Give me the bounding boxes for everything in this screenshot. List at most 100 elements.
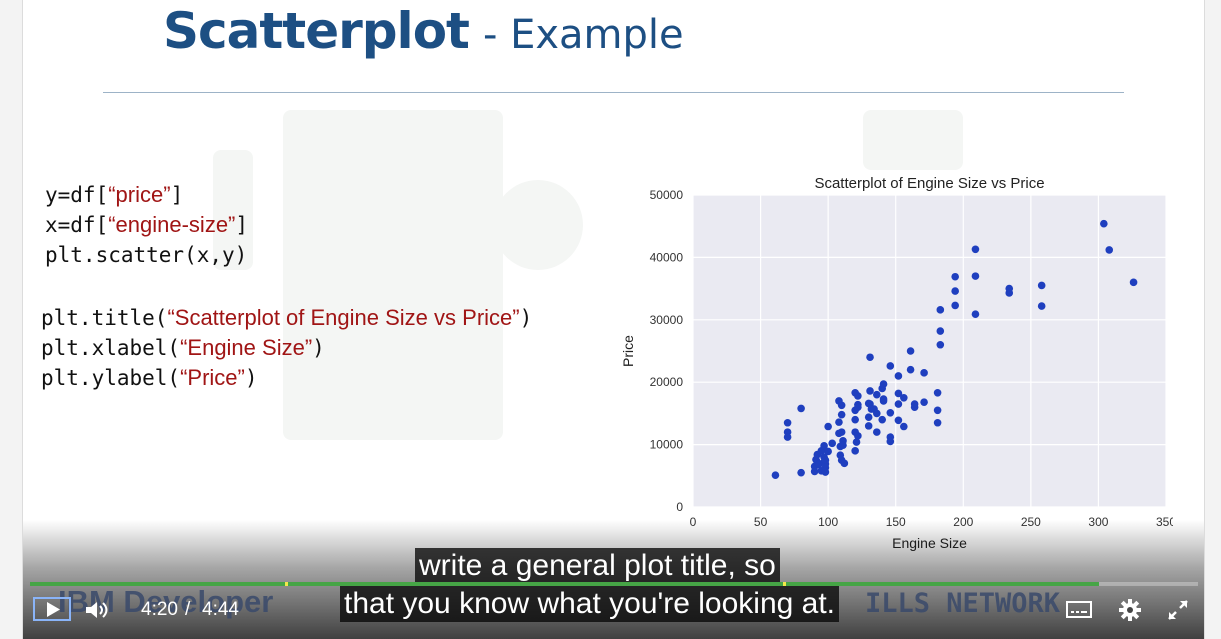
data-point	[864, 422, 873, 430]
y-axis-label: Price	[620, 335, 636, 367]
data-point	[900, 394, 908, 402]
code-line: plt.xlabel(“Engine Size”)	[41, 335, 325, 360]
data-point	[866, 353, 874, 362]
title-divider	[103, 92, 1124, 93]
slide-title: Scatterplot - Example	[163, 2, 684, 60]
data-point	[894, 416, 903, 425]
fullscreen-button[interactable]	[1166, 598, 1190, 622]
scatter-chart-svg: 0501001502002503003500100002000030000400…	[620, 175, 1176, 551]
data-point	[783, 433, 792, 441]
slide-title-main: Scatterplot	[163, 2, 470, 60]
data-point	[872, 409, 881, 418]
data-point	[933, 389, 942, 397]
y-tick-label: 0	[676, 500, 683, 514]
data-point	[886, 408, 895, 417]
settings-button[interactable]	[1118, 598, 1142, 622]
data-point	[824, 422, 832, 431]
captions-icon	[1066, 601, 1092, 618]
y-tick-label: 20000	[650, 375, 684, 389]
slide-title-sub: - Example	[482, 12, 684, 58]
data-point	[840, 459, 849, 468]
data-point	[900, 422, 908, 431]
data-point	[971, 310, 980, 318]
code-line: plt.scatter(x,y)	[45, 243, 248, 267]
data-point	[839, 441, 847, 450]
data-point	[821, 468, 830, 476]
data-point	[828, 439, 836, 448]
data-point	[894, 372, 903, 380]
time-separator: /	[185, 599, 191, 620]
player-controls	[0, 590, 1221, 630]
data-point	[951, 287, 959, 295]
progress-bar[interactable]	[30, 582, 1198, 586]
y-tick-label: 40000	[650, 250, 684, 264]
gear-icon	[1119, 599, 1141, 621]
data-point	[936, 306, 945, 314]
fullscreen-icon	[1168, 600, 1188, 620]
data-point	[879, 395, 888, 403]
page-right-edge	[1204, 0, 1221, 639]
data-point	[936, 327, 945, 335]
data-point	[797, 404, 805, 413]
data-point	[920, 369, 928, 377]
duration: 4:44	[202, 599, 239, 620]
captions-button[interactable]	[1065, 600, 1093, 620]
caption-line-1: write a general plot title, so	[415, 548, 780, 584]
video-frame[interactable]: Scatterplot - Example y=df[“price”] x=df[…	[23, 0, 1204, 639]
data-point	[783, 418, 792, 427]
data-point	[1100, 219, 1108, 228]
play-icon	[47, 602, 60, 617]
data-point	[852, 438, 861, 446]
play-button[interactable]	[33, 597, 71, 621]
data-point	[837, 410, 846, 419]
data-point	[936, 340, 945, 349]
data-point	[837, 401, 846, 410]
code-line: plt.title(“Scatterplot of Engine Size vs…	[41, 305, 533, 330]
data-point	[1129, 278, 1138, 287]
data-point	[894, 389, 903, 398]
data-point	[906, 365, 915, 374]
chart-title: Scatterplot of Engine Size vs Price	[814, 175, 1044, 192]
y-tick-label: 30000	[650, 313, 684, 327]
data-point	[854, 403, 862, 411]
data-point	[835, 418, 843, 426]
data-point	[1005, 284, 1014, 293]
data-point	[866, 387, 874, 395]
plot-area	[693, 195, 1166, 507]
volume-button[interactable]	[84, 599, 112, 621]
data-point	[837, 428, 846, 436]
data-point	[851, 447, 859, 455]
data-point	[906, 347, 915, 355]
code-block-data: y=df[“price”] x=df[“engine-size”] plt.sc…	[45, 180, 248, 270]
data-point	[910, 400, 919, 408]
data-point	[971, 272, 980, 280]
y-tick-label: 50000	[650, 188, 684, 202]
scatter-chart: 0501001502002503003500100002000030000400…	[593, 165, 1176, 565]
data-point	[886, 437, 895, 446]
code-line: x=df[“engine-size”]	[45, 212, 249, 237]
progress-marker	[783, 582, 787, 586]
code-line: y=df[“price”]	[45, 182, 184, 207]
progress-marker	[284, 582, 288, 586]
data-point	[1105, 246, 1114, 254]
code-line: plt.ylabel(“Price”)	[41, 365, 258, 390]
current-time: 4:20	[141, 599, 178, 620]
caption-line-2: that you know what you're looking at.	[340, 586, 840, 622]
data-point	[951, 272, 959, 281]
data-point	[872, 390, 881, 399]
data-point	[854, 392, 862, 400]
page-left-edge	[0, 0, 23, 639]
watermark-shape	[213, 150, 253, 270]
data-point	[851, 415, 859, 424]
data-point	[864, 413, 873, 421]
code-block-labels: plt.title(“Scatterplot of Engine Size vs…	[41, 303, 532, 393]
data-point	[933, 406, 942, 415]
data-point	[1037, 281, 1046, 290]
data-point	[872, 428, 881, 436]
data-point	[1037, 302, 1046, 310]
data-point	[797, 468, 805, 477]
y-tick-label: 10000	[650, 438, 684, 452]
data-point	[920, 398, 928, 406]
data-point	[933, 418, 942, 427]
